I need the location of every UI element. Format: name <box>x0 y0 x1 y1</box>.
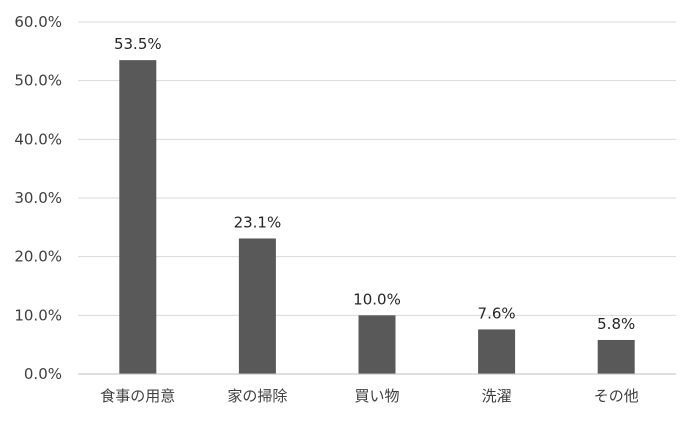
data-labels: 53.5% 23.1% 10.0% 7.6% 5.8% <box>114 35 635 333</box>
y-tick-label: 10.0% <box>14 306 62 324</box>
y-tick-label: 20.0% <box>14 248 62 266</box>
y-tick-label: 60.0% <box>14 13 62 31</box>
bar <box>478 329 516 374</box>
gridlines <box>78 21 676 316</box>
y-tick-label: 30.0% <box>14 189 62 207</box>
y-tick-label: 50.0% <box>14 72 62 90</box>
category-label: 買い物 <box>354 387 399 405</box>
bars <box>119 60 635 375</box>
y-tick-label: 0.0% <box>24 365 62 383</box>
category-label: その他 <box>594 387 639 405</box>
bar <box>119 60 157 375</box>
category-label: 食事の用意 <box>100 387 175 405</box>
category-labels: 食事の用意 家の掃除 買い物 洗濯 その他 <box>100 387 638 405</box>
y-axis-tick-labels: 0.0% 10.0% 20.0% 30.0% 40.0% 50.0% 60.0% <box>14 13 62 383</box>
y-tick-label: 40.0% <box>14 130 62 148</box>
category-label: 洗濯 <box>482 387 512 405</box>
category-label: 家の掃除 <box>227 387 287 405</box>
data-label: 53.5% <box>114 35 162 53</box>
data-label: 23.1% <box>234 213 282 231</box>
bar <box>597 339 635 374</box>
bar <box>358 315 396 374</box>
bar <box>238 238 276 374</box>
data-label: 5.8% <box>597 315 635 333</box>
data-label: 7.6% <box>478 304 516 322</box>
data-label: 10.0% <box>353 290 401 308</box>
